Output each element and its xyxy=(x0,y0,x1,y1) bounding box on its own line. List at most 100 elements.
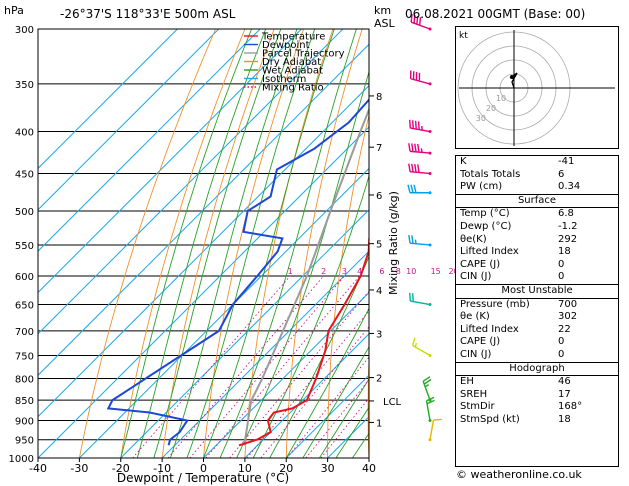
pressure-tick-label: 750 xyxy=(15,351,34,362)
asl-unit-label: ASL xyxy=(374,17,396,30)
wet-adiabat xyxy=(219,29,357,458)
hodograph-unit-label: kt xyxy=(459,31,468,41)
wet-adiabat xyxy=(203,29,335,458)
isotherm xyxy=(38,29,220,211)
index-value: 0.34 xyxy=(558,181,581,193)
wet-adiabat xyxy=(302,346,369,458)
mixing-ratio-label: 4 xyxy=(357,267,362,276)
wind-barb-feather xyxy=(413,14,416,24)
surface-label: Temp (°C) xyxy=(460,208,510,220)
most-unstable-row: CIN (J) 0 xyxy=(456,349,618,362)
wind-barb-feather xyxy=(411,163,414,173)
pressure-tick-label: 800 xyxy=(15,374,34,385)
legend-label: Isotherm xyxy=(262,74,306,85)
dry-adiabat xyxy=(203,29,305,458)
index-row: K -41 xyxy=(456,156,618,169)
wind-barb-feather xyxy=(413,184,417,193)
wind-barb-dot xyxy=(428,171,432,175)
mixing-ratio-line xyxy=(320,397,369,458)
mixing-ratio-line xyxy=(205,275,360,458)
wind-barb-shaft xyxy=(429,419,435,440)
temperature-line xyxy=(238,236,369,447)
wind-barb-feather xyxy=(417,143,420,153)
wind-barb-feather xyxy=(418,16,422,26)
pressure-tick-label: 500 xyxy=(15,207,34,218)
index-row: Totals Totals 6 xyxy=(456,169,618,182)
wind-barb-feather xyxy=(409,119,412,129)
wind-barb-shaft xyxy=(410,300,431,306)
hodograph-stat-value: 46 xyxy=(558,376,571,388)
legend-label: Temperature xyxy=(261,32,325,43)
hodograph-ring-label: 10 xyxy=(496,94,506,103)
wet-adiabat xyxy=(153,29,282,458)
height-tick-label: 7 xyxy=(376,143,382,154)
x-tick-label: -40 xyxy=(29,462,47,475)
wet-adiabat xyxy=(319,378,369,458)
wind-barb-feather xyxy=(407,184,411,193)
wind-barb-feather xyxy=(414,120,417,130)
mixing-ratio-label: 10 xyxy=(406,267,416,276)
dry-adiabat xyxy=(78,29,217,458)
x-tick-label: -30 xyxy=(70,462,88,475)
surface-value: 0 xyxy=(558,271,565,283)
wind-barb-dot xyxy=(428,353,432,357)
wind-barb-feather xyxy=(417,121,420,130)
surface-label: θe(K) xyxy=(460,233,487,245)
dry-adiabat xyxy=(161,29,275,458)
wind-barb-feather xyxy=(411,293,414,302)
isotherm xyxy=(38,29,344,335)
wind-barb-feather xyxy=(409,292,412,302)
pressure-tick-label: 700 xyxy=(15,327,34,338)
surface-title: Surface xyxy=(456,195,618,209)
datetime-title: 06.08.2021 00GMT (Base: 00) xyxy=(405,7,586,21)
most-unstable-value: 0 xyxy=(558,336,565,348)
mixing-ratio-line xyxy=(286,356,369,458)
most-unstable-value: 0 xyxy=(558,348,565,360)
surface-value: 18 xyxy=(558,246,571,258)
profile-lines xyxy=(106,98,369,447)
copyright: © weatheronline.co.uk xyxy=(456,468,582,481)
mixing-ratio-labels: 12346810152025 xyxy=(288,267,473,276)
hodograph-stat-label: EH xyxy=(460,376,474,388)
pressure-tick-label: 900 xyxy=(15,416,34,427)
pressure-tick-label: 450 xyxy=(15,169,34,180)
legend-label: Mixing Ratio xyxy=(262,83,324,94)
background-lines xyxy=(38,29,369,458)
isotherm xyxy=(38,29,178,170)
x-tick-label: 0 xyxy=(200,462,207,475)
mixing-ratio-label: 1 xyxy=(288,267,293,276)
wind-barb xyxy=(407,184,432,195)
hodograph-ring-label: 30 xyxy=(476,114,486,123)
surface-value: 292 xyxy=(558,233,578,245)
height-tick-label: 5 xyxy=(376,240,382,251)
x-tick-label: -20 xyxy=(112,462,130,475)
location-title: -26°37'S 118°33'E 500m ASL xyxy=(60,7,236,21)
hodograph-stat-row: StmDir 168° xyxy=(456,401,618,414)
most-unstable-label: CAPE (J) xyxy=(460,336,501,348)
wind-barb xyxy=(408,143,432,155)
wet-adiabat xyxy=(335,406,369,458)
surface-value: 6.8 xyxy=(558,208,574,220)
height-tick-label: LCL xyxy=(383,397,402,408)
surface-value: 0 xyxy=(558,258,565,270)
most-unstable-row: Lifted Index 22 xyxy=(456,324,618,337)
wind-barb-shaft xyxy=(410,150,431,154)
hodograph-stat-value: 168° xyxy=(558,401,583,413)
wind-barb-feather xyxy=(408,143,411,152)
index-label: Totals Totals xyxy=(460,168,521,180)
wind-barb-shaft xyxy=(410,78,431,85)
pressure-tick-label: 400 xyxy=(15,128,34,139)
wind-barb-shaft xyxy=(410,242,431,246)
isotherm xyxy=(38,29,261,252)
wet-adiabat xyxy=(120,29,253,458)
legend-label: Wet Adiabat xyxy=(262,66,323,77)
surface-block: Surface Temp (°C) 6.8 Dewp (°C) -1.2 θe(K) 29… xyxy=(456,193,618,284)
pressure-tick-label: 850 xyxy=(15,396,34,407)
hodograph-block: Hodograph EH 46 SREH 17 StmDir 168° StmSpd (kt… xyxy=(456,361,618,427)
wind-barb-dot xyxy=(428,438,432,442)
wind-barb-feather xyxy=(414,164,417,173)
wind-barb-feather xyxy=(408,163,411,172)
surface-value: -1.2 xyxy=(558,220,578,232)
mixing-ratio-label: 8 xyxy=(396,267,401,276)
